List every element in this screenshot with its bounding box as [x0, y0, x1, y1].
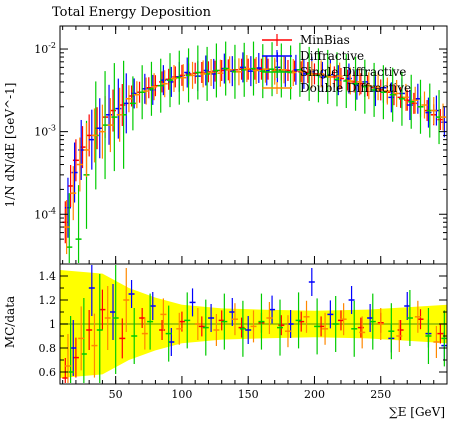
main-axes: 10-4 10-3 10-2	[34, 26, 448, 264]
y-tick-label: 10-2	[34, 41, 56, 56]
ratio-y-tick-label: 1.4	[39, 270, 57, 283]
x-tick-label: 150	[238, 388, 259, 401]
series-double-diffractive	[63, 55, 447, 255]
legend-item: Double Diffractive	[262, 81, 411, 95]
plot-title: Total Energy Deposition	[52, 5, 212, 20]
main-data-marks	[62, 41, 448, 263]
main-plot-panel: 10-4 10-3 10-2 1/N dN/dE [GeV^-1] MinBias D…	[3, 25, 448, 265]
legend-item: Diffractive	[262, 49, 364, 63]
ratio-y-tick-label: 0.8	[39, 342, 57, 355]
x-tick-label: 250	[370, 388, 391, 401]
legend-label: Single Diffractive	[300, 65, 406, 79]
ratio-axes: 50 100 150 200 250 0.6 0.8 1 1.2 1.4	[39, 270, 448, 401]
legend-item: Single Diffractive	[262, 65, 406, 79]
x-tick-label: 100	[171, 388, 192, 401]
ratio-y-axis-label: MC/data	[3, 296, 17, 348]
legend-label: MinBias	[300, 33, 350, 47]
ratio-y-tick-label: 1.2	[39, 294, 57, 307]
ratio-series-double-diffractive	[64, 268, 440, 383]
x-tick-label: 50	[109, 388, 123, 401]
ratio-plot-panel: 50 100 150 200 250 0.6 0.8 1 1.2 1.4 MC/data ∑E […	[3, 263, 448, 419]
legend-item: MinBias	[262, 33, 350, 47]
main-y-axis-label: 1/N dN/dE [GeV^-1]	[3, 83, 17, 208]
ratio-y-tick-label: 0.6	[39, 366, 57, 379]
y-tick-label: 10-4	[34, 206, 56, 221]
x-axis-label: ∑E [GeV]	[389, 405, 445, 419]
ratio-y-tick-label: 1	[49, 318, 56, 331]
ratio-series-single-diffractive	[67, 265, 448, 383]
ratio-plot-frame	[59, 263, 448, 385]
legend: MinBias Diffractive Single Diffractive Doub…	[262, 33, 411, 95]
legend-label: Double Diffractive	[300, 81, 411, 95]
legend-label: Diffractive	[300, 49, 364, 63]
ratio-data-marks	[60, 265, 448, 383]
y-tick-label: 10-3	[34, 124, 56, 139]
x-tick-label: 200	[304, 388, 325, 401]
